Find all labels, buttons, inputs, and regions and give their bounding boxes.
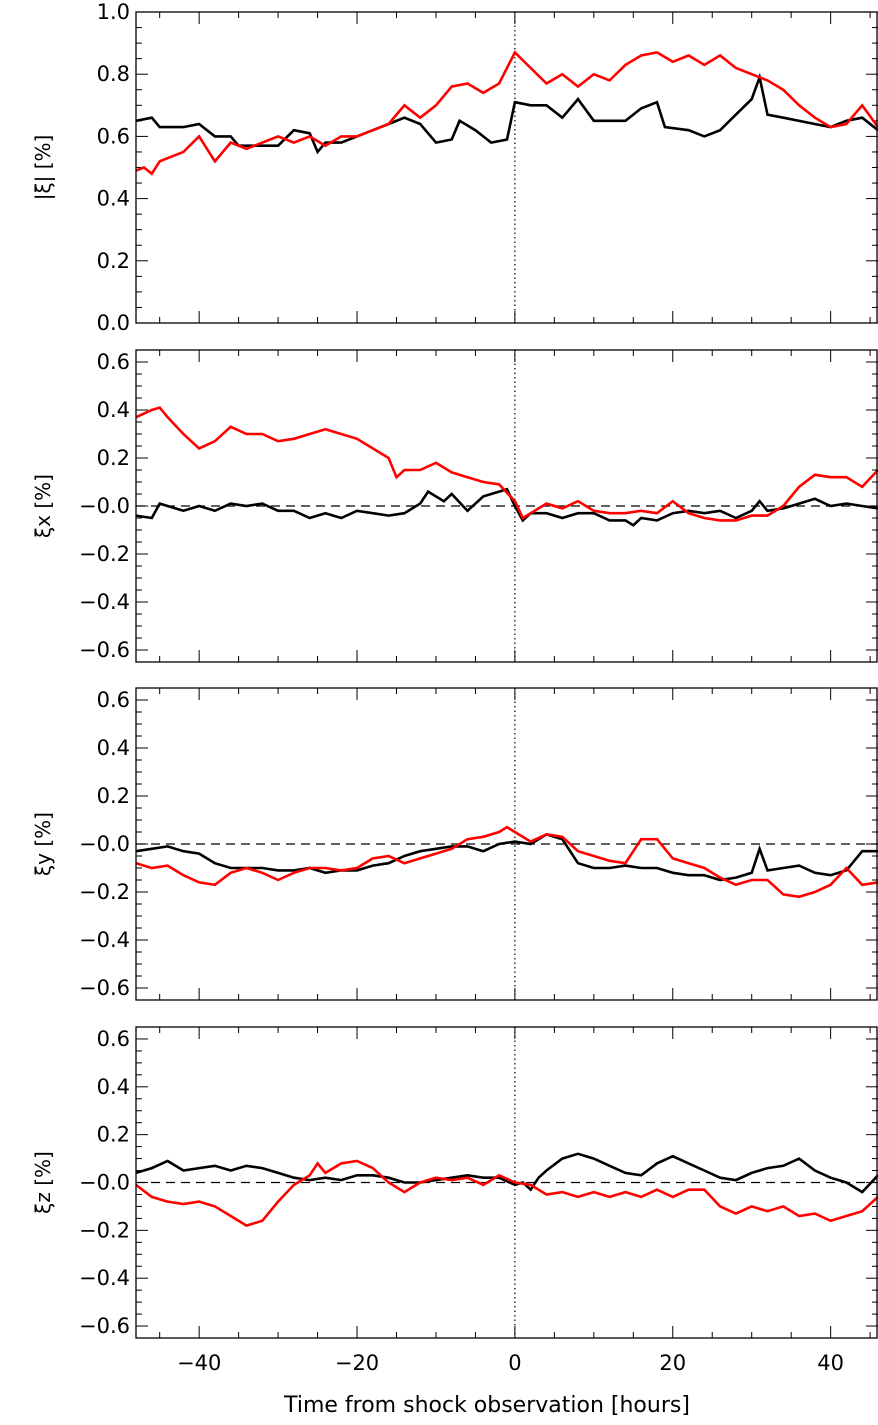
y-tick-label: 0.4 xyxy=(97,736,130,760)
panel-frame xyxy=(135,11,878,324)
x-tick-label: −40 xyxy=(177,1351,221,1375)
y-tick-label: −0.4 xyxy=(79,928,130,952)
y-tick-label: −0.0 xyxy=(79,1171,130,1195)
y-tick-label: −0.4 xyxy=(79,1266,130,1290)
y-tick-label: −0.0 xyxy=(79,494,130,518)
series-line-red xyxy=(136,1159,878,1228)
y-tick-label: 0.4 xyxy=(97,187,130,211)
x-tick-label: 40 xyxy=(817,1351,844,1375)
x-tick-label: 0 xyxy=(508,1351,521,1375)
y-tick-label: 0.4 xyxy=(97,1075,130,1099)
y-tick-label: 0.2 xyxy=(97,1123,130,1147)
y-tick-label: −0.6 xyxy=(79,638,130,662)
y-tick-label: 0.6 xyxy=(97,124,130,148)
y-axis-label: |ξ| [%] xyxy=(31,135,55,201)
y-tick-label: 1.0 xyxy=(97,0,130,24)
series-line-red xyxy=(136,406,878,522)
y-tick-label: −0.6 xyxy=(79,976,130,1000)
y-tick-label: −0.4 xyxy=(79,590,130,614)
y-tick-label: 0.4 xyxy=(97,398,130,422)
y-tick-label: 0.2 xyxy=(97,446,130,470)
y-axis-label: ξy [%] xyxy=(31,812,55,876)
y-tick-label: −0.2 xyxy=(79,1218,130,1242)
y-axis-label: ξz [%] xyxy=(31,1151,55,1214)
y-tick-label: 0.6 xyxy=(97,688,130,712)
y-tick-label: 0.8 xyxy=(97,62,130,86)
y-tick-label: 0.6 xyxy=(97,350,130,374)
series-line-black xyxy=(136,832,878,882)
y-tick-label: −0.6 xyxy=(79,1314,130,1338)
series-line-red xyxy=(136,50,878,176)
series-line-red xyxy=(136,825,878,899)
series-line-black xyxy=(136,487,878,527)
y-tick-label: 0.6 xyxy=(97,1027,130,1051)
y-tick-label: −0.0 xyxy=(79,832,130,856)
y-tick-label: 0.0 xyxy=(97,311,130,335)
panel-frame xyxy=(135,1026,878,1339)
y-tick-label: 0.2 xyxy=(97,784,130,808)
y-tick-label: 0.2 xyxy=(97,249,130,273)
y-axis-label: ξx [%] xyxy=(31,474,55,538)
series-line-black xyxy=(136,72,878,155)
x-axis-label: Time from shock observation [hours] xyxy=(283,1393,690,1418)
series-line-black xyxy=(136,1152,878,1194)
panel-frame xyxy=(135,349,878,663)
x-tick-label: 20 xyxy=(659,1351,686,1375)
y-tick-label: −0.2 xyxy=(79,542,130,566)
y-tick-label: −0.2 xyxy=(79,880,130,904)
x-tick-label: −20 xyxy=(335,1351,379,1375)
panel-frame xyxy=(135,687,878,1001)
